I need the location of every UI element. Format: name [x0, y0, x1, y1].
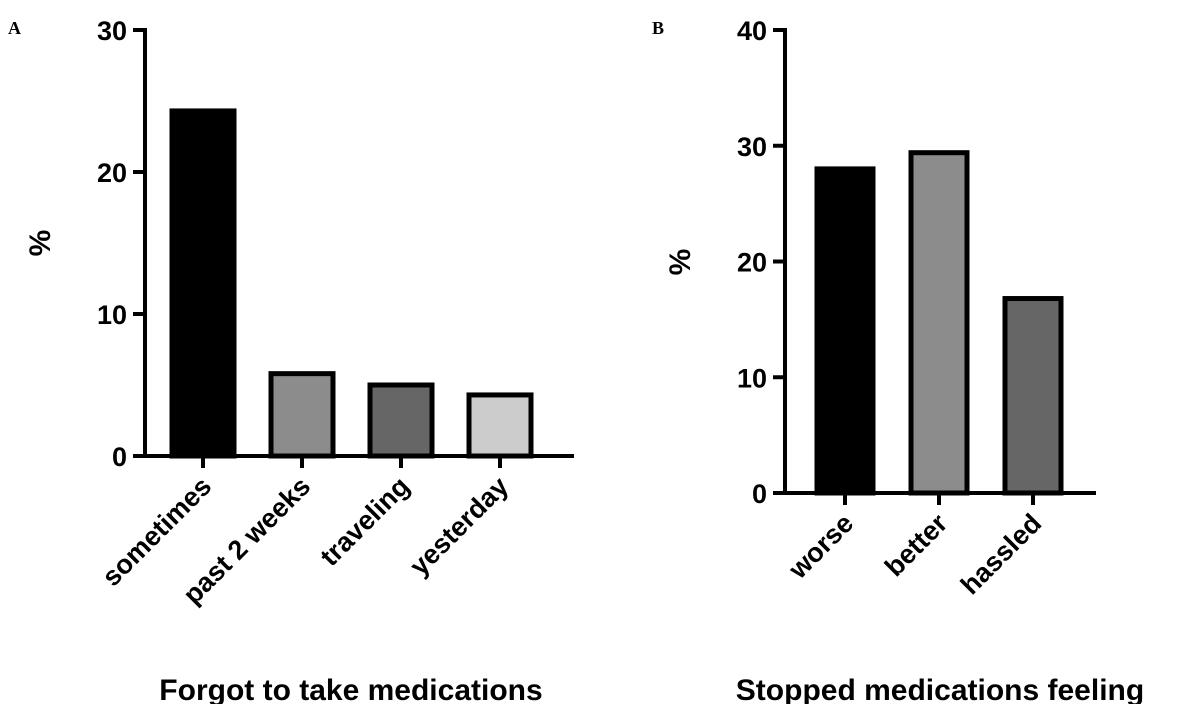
panel-a-y-tick-label: 20 [97, 158, 127, 188]
panel-b-y-tick-label: 10 [737, 363, 767, 393]
panel-a-y-tick-label: 0 [112, 442, 127, 472]
panel-b-bar-hassled [1002, 296, 1064, 496]
panel-b-category-label: worse [782, 508, 859, 585]
panel-a-bar-sometimes [169, 108, 237, 459]
panel-b-bar-worse [814, 166, 876, 496]
panel-a-category-label: traveling [314, 471, 415, 572]
panel-b-x-ticks: worse better hassled [782, 493, 1047, 600]
panel-a-bar-yesterday [466, 392, 534, 459]
panel-a-bars [169, 108, 534, 459]
panel-b-y-ticks: 0 10 20 30 40 [737, 16, 785, 509]
panel-a-x-axis-title: Forgot to take medications [159, 674, 542, 704]
panel-b-bars [814, 150, 1064, 496]
panel-b-bar-better [908, 150, 970, 496]
panel-b-y-tick-label: 40 [737, 16, 767, 46]
panel-a-letter: A [8, 18, 21, 38]
panel-b-category-label: better [879, 508, 954, 583]
panel-a-bar-past-2-weeks [268, 371, 336, 459]
panel-a-y-tick-label: 10 [97, 300, 127, 330]
panel-a-category-label: yesterday [404, 471, 514, 581]
panel-a-bar-traveling [367, 382, 435, 459]
panel-b-letter: B [652, 18, 664, 38]
panel-b-x-axis-title: Stopped medications feeling [736, 674, 1144, 704]
panel-b-y-axis-title: % [664, 249, 697, 276]
panel-a-y-ticks: 0 10 20 30 [97, 16, 145, 472]
panel-b-chart: B 0 10 20 30 40 worse better hassled % Stopped… [652, 16, 1144, 704]
panel-b-category-label: hassled [955, 508, 1047, 600]
panel-b-y-tick-label: 0 [752, 479, 767, 509]
panel-b-y-tick-label: 30 [737, 132, 767, 162]
panel-a-y-tick-label: 30 [97, 16, 127, 46]
panel-b-y-tick-label: 20 [737, 248, 767, 278]
panel-a-y-axis-title: % [24, 230, 57, 257]
